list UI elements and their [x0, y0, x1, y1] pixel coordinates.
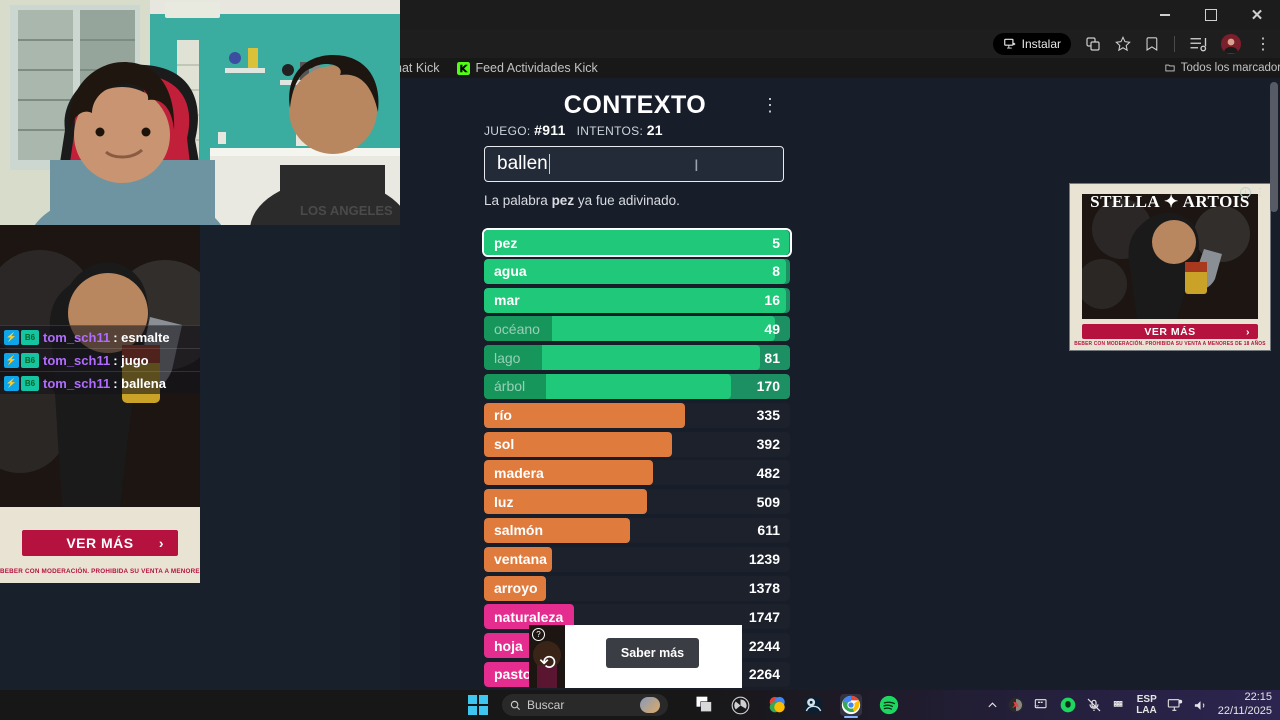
svg-text:LOS ANGELES: LOS ANGELES: [300, 203, 393, 218]
svg-text:PC: PC: [1035, 705, 1040, 709]
